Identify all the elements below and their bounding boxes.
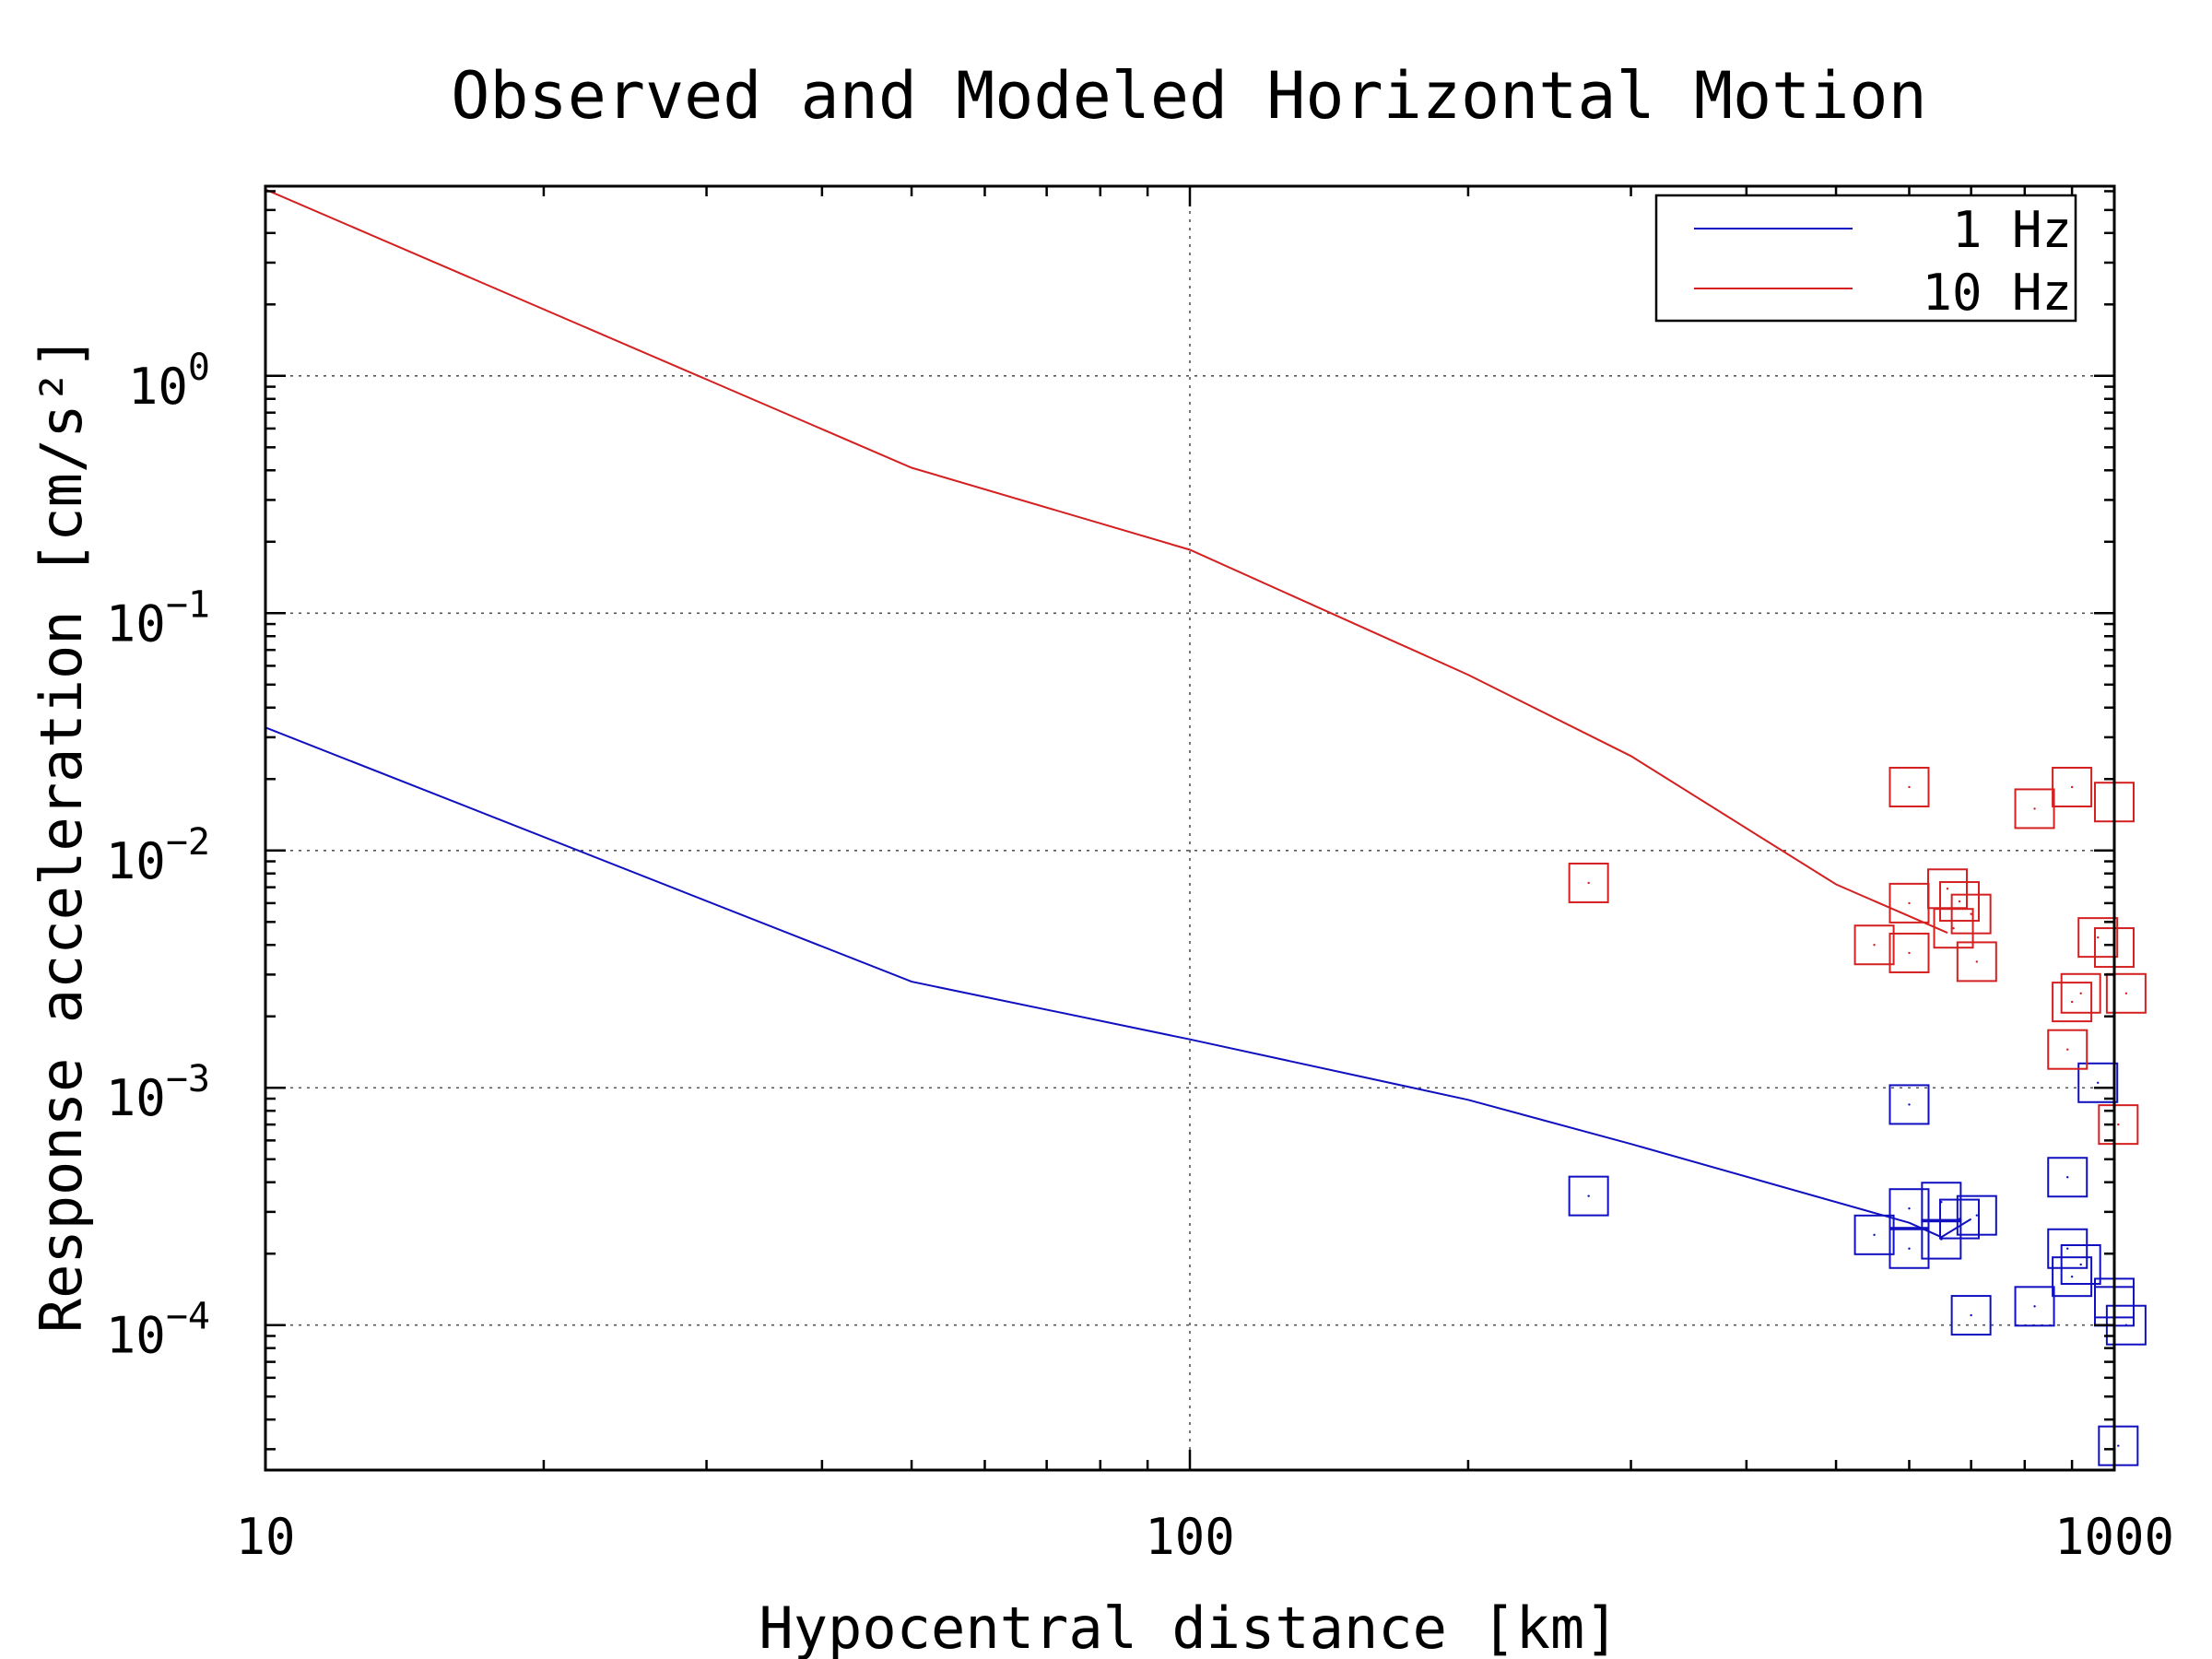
observed-point-center-10hz <box>1908 901 1911 905</box>
observed-point-1hz <box>1888 1228 1930 1269</box>
observed-point-center-1hz <box>2066 1247 2069 1250</box>
observed-point-center-1hz <box>2070 1275 2074 1278</box>
observed-point-10hz <box>1888 932 1930 973</box>
observed-point-10hz <box>2014 788 2055 830</box>
observed-point-1hz <box>1950 1295 1992 1336</box>
legend-box <box>1654 194 2077 323</box>
observed-point-center-10hz <box>1958 900 1961 903</box>
observed-point-1hz <box>1888 1084 1930 1125</box>
observed-point-1hz <box>2047 1228 2088 1269</box>
observed-point-1hz <box>1956 1194 1997 1236</box>
observed-point-center-1hz <box>1958 1218 1961 1220</box>
observed-point-center-10hz <box>2070 1000 2074 1004</box>
observed-point-center-1hz <box>2117 1444 2120 1447</box>
observed-point-center-10hz <box>2097 935 2100 939</box>
observed-point-center-1hz <box>1908 1103 1911 1106</box>
observed-point-center-10hz <box>1970 912 1972 915</box>
observed-point-center-1hz <box>1908 1207 1911 1210</box>
y-tick-label: 10−4 <box>106 1296 210 1365</box>
x-axis-label: Hypocentral distance [km] <box>759 1594 1618 1659</box>
observed-point-10hz <box>1888 766 1930 807</box>
plot-series <box>265 188 2147 1466</box>
observed-point-center-1hz <box>2097 1081 2100 1084</box>
observed-point-1hz <box>1888 1188 1930 1230</box>
observed-point-center-10hz <box>1873 944 1876 947</box>
observed-point-center-10hz <box>1908 951 1911 955</box>
y-axis-label: Response acceleration [cm/s²] <box>28 335 95 1334</box>
observed-point-center-10hz <box>2079 992 2082 994</box>
observed-point-center-1hz <box>1873 1233 1876 1237</box>
legend: 1 Hz 10 Hz <box>1654 194 2077 323</box>
observed-point-center-10hz <box>1975 960 1979 963</box>
axis-ticks: 10 100 1000 100 10−1 10−2 10−3 10−4 <box>106 186 2174 1566</box>
observed-point-center-1hz <box>2066 1176 2069 1179</box>
observed-point-1hz <box>2077 1062 2119 1103</box>
observed-point-center-1hz <box>2033 1305 2036 1308</box>
observed-point-10hz <box>2052 982 2093 1023</box>
x-tick-label: 1000 <box>2054 1508 2174 1566</box>
observed-point-10hz <box>1950 893 1992 935</box>
observed-point-1hz <box>1853 1214 1895 1255</box>
x-tick-label: 100 <box>1145 1508 1235 1566</box>
observed-point-center-1hz <box>2079 1263 2082 1266</box>
observed-point-center-10hz <box>2033 807 2036 810</box>
observed-point-center-1hz <box>1975 1214 1979 1217</box>
model-line-10hz <box>265 188 1948 935</box>
chart-title: Observed and Modeled Horizontal Motion <box>451 58 1926 134</box>
legend-label-10hz: 10 Hz <box>1922 264 2072 322</box>
model-line-1hz <box>265 726 1972 1239</box>
observed-point-10hz <box>1568 862 1609 903</box>
observed-point-1hz <box>1568 1175 1609 1217</box>
observed-point-center-10hz <box>2066 1048 2069 1051</box>
observed-point-center-10hz <box>2124 992 2128 994</box>
observed-point-center-10hz <box>2117 1123 2120 1126</box>
y-tick-label: 10−2 <box>106 821 210 890</box>
observed-point-10hz <box>2098 1104 2139 1146</box>
observed-point-10hz <box>2105 972 2147 1014</box>
observed-point-10hz <box>1853 924 1895 966</box>
observed-point-center-1hz <box>1908 1247 1911 1250</box>
observed-point-center-10hz <box>1952 926 1955 930</box>
observed-point-1hz <box>1921 1182 1962 1223</box>
observed-point-1hz <box>2047 1157 2088 1198</box>
observed-point-center-1hz <box>1970 1313 1972 1317</box>
observed-point-center-1hz <box>2124 1324 2128 1326</box>
observed-point-10hz <box>2077 917 2119 959</box>
observed-point-1hz <box>2014 1286 2055 1327</box>
observed-point-10hz <box>1956 941 1997 982</box>
y-tick-label: 100 <box>128 347 210 416</box>
x-tick-label: 10 <box>235 1508 295 1566</box>
observed-point-10hz <box>2052 766 2093 807</box>
observed-point-10hz <box>2047 1029 2088 1070</box>
legend-label-1hz: 1 Hz <box>1952 201 2072 259</box>
observed-point-1hz <box>2052 1256 2093 1298</box>
observed-point-center-1hz <box>1587 1194 1590 1197</box>
y-tick-label: 10−3 <box>106 1058 210 1127</box>
observed-point-center-10hz <box>1587 881 1590 885</box>
observed-point-10hz <box>1933 908 1974 949</box>
observed-point-center-10hz <box>1946 888 1949 890</box>
observed-point-center-10hz <box>1908 785 1911 789</box>
observed-point-10hz <box>1939 881 1981 923</box>
observed-point-center-10hz <box>2070 785 2074 789</box>
observed-point-1hz <box>2060 1243 2101 1285</box>
grid-lines <box>265 186 2114 1470</box>
observed-point-10hz <box>2060 972 2101 1014</box>
y-tick-label: 10−1 <box>106 583 210 653</box>
observed-point-1hz <box>2098 1425 2139 1466</box>
observed-point-1hz <box>1939 1198 1981 1240</box>
